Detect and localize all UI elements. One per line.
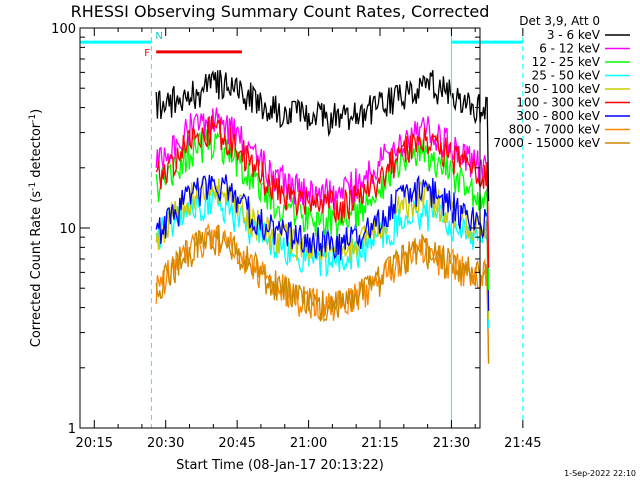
chart-title: RHESSI Observing Summary Count Rates, Co… xyxy=(71,2,490,21)
legend-header: Det 3,9, Att 0 xyxy=(519,14,600,28)
x-tick-label-5: 21:30 xyxy=(433,436,470,451)
legend-label-0: 3 - 6 keV xyxy=(547,28,601,42)
series-layer xyxy=(155,69,490,364)
x-tick-label-1: 20:30 xyxy=(147,436,184,451)
y-axis-label-sup1: -1 xyxy=(28,182,38,191)
series-line-8 xyxy=(155,224,490,364)
x-tick-label-6: 21:45 xyxy=(504,436,541,451)
legend-label-5: 100 - 300 keV xyxy=(516,96,600,110)
legend-label-8: 7000 - 15000 keV xyxy=(493,136,600,150)
axis-layer: 20:15 20:30 20:45 21:00 21:15 21:30 21:45 1 10 10… xyxy=(51,22,541,451)
series-line-0 xyxy=(155,69,490,202)
y-tick-label-1: 10 xyxy=(59,222,76,237)
legend-label-1: 6 - 12 keV xyxy=(539,42,601,56)
legend-label-4: 50 - 100 keV xyxy=(524,82,601,96)
y-axis-label: Corrected Count Rate (s-1 detector-1) xyxy=(28,109,44,347)
y-axis-label-main: Corrected Count Rate (s xyxy=(29,191,44,348)
night-bar-label: N xyxy=(155,31,162,42)
series-line-7 xyxy=(155,222,490,364)
x-axis-label: Start Time (08-Jan-17 20:13:22) xyxy=(176,458,384,473)
y-axis-label-mid: detector xyxy=(29,122,44,182)
y-tick-label-2: 100 xyxy=(51,22,76,37)
legend-label-7: 800 - 7000 keV xyxy=(509,123,601,137)
x-tick-label-2: 20:45 xyxy=(218,436,255,451)
timestamp: 1-Sep-2022 22:10 xyxy=(564,469,636,478)
x-tick-label-3: 21:00 xyxy=(290,436,327,451)
series-line-5 xyxy=(155,115,490,269)
y-axis-label-sup2: -1 xyxy=(28,114,38,123)
y-tick-label-0: 1 xyxy=(68,422,76,437)
legend-label-6: 300 - 800 keV xyxy=(516,109,600,123)
x-tick-label-4: 21:15 xyxy=(361,436,398,451)
x-tick-label-0: 20:15 xyxy=(76,436,113,451)
y-axis-label-end: ) xyxy=(29,109,44,114)
series-line-6 xyxy=(155,174,490,311)
legend-label-3: 25 - 50 keV xyxy=(532,69,601,83)
legend-label-2: 12 - 25 keV xyxy=(532,55,601,69)
flare-bar-label: F xyxy=(144,48,150,59)
